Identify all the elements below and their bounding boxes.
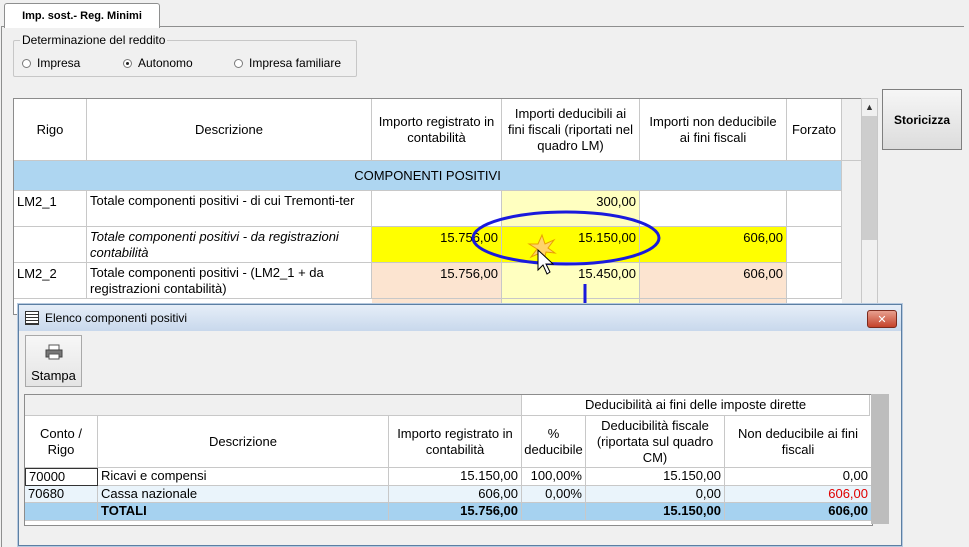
row1-rigo: LM2_1 xyxy=(14,191,87,227)
header-descrizione: Descrizione xyxy=(87,99,372,161)
header-importo: Importo registrato in contabilità xyxy=(372,99,502,161)
totals-conto xyxy=(25,503,98,521)
dheader-non-deducibile: Non deducibile ai fini fiscali xyxy=(725,416,872,468)
stampa-label: Stampa xyxy=(31,368,76,383)
drow1-non-deducibile: 0,00 xyxy=(725,468,872,486)
header-deducibili: Importi deducibili ai fini fiscali (ripo… xyxy=(502,99,640,161)
dialog-grid-scroll-area xyxy=(871,394,889,524)
row2-descrizione: Totale componenti positivi - da registra… xyxy=(87,227,372,263)
highlight-ellipse xyxy=(471,210,661,266)
drow2-conto[interactable]: 70680 xyxy=(25,486,98,503)
drow1-deducibilita: 15.150,00 xyxy=(586,468,725,486)
drow2-perc: 0,00% xyxy=(522,486,586,503)
group-header-spacer xyxy=(25,395,522,416)
drow1-perc: 100,00% xyxy=(522,468,586,486)
row1-importo[interactable] xyxy=(372,191,502,227)
scrollbar-thumb[interactable] xyxy=(862,116,877,240)
row3-non-deducibile[interactable]: 606,00 xyxy=(640,263,787,299)
drow2-deducibilita: 0,00 xyxy=(586,486,725,503)
header-rigo: Rigo xyxy=(14,99,87,161)
radio-impresa-familiare-indicator[interactable] xyxy=(234,58,243,68)
highlight-annotation xyxy=(471,210,661,275)
row2-importo[interactable]: 15.756,00 xyxy=(372,227,502,263)
row2-non-deducibile[interactable]: 606,00 xyxy=(640,227,787,263)
row3-deducibili[interactable]: 15.450,00 xyxy=(502,263,640,299)
tab-imp-sost-reg-minimi[interactable]: Imp. sost.- Reg. Minimi xyxy=(4,3,160,28)
radio-impresa[interactable]: Impresa xyxy=(22,56,80,70)
dialog-window-icon xyxy=(25,311,39,325)
radio-autonomo-indicator[interactable] xyxy=(123,58,132,68)
dialog-close-button[interactable]: ✕ xyxy=(867,310,897,328)
grid-right-gap xyxy=(842,161,862,314)
radio-impresa-indicator[interactable] xyxy=(22,58,31,68)
totals-perc xyxy=(522,503,586,521)
header-forzato: Forzato xyxy=(787,99,842,161)
row2-forzato[interactable] xyxy=(787,227,842,263)
dialog-titlebar[interactable]: Elenco componenti positivi xyxy=(19,305,901,331)
storicizza-button[interactable]: Storicizza xyxy=(882,89,962,150)
drow1-descrizione: Ricavi e compensi xyxy=(98,468,389,486)
drow2-descrizione: Cassa nazionale xyxy=(98,486,389,503)
dialog-title: Elenco componenti positivi xyxy=(45,311,188,325)
printer-icon xyxy=(45,344,62,360)
row1-descrizione: Totale componenti positivi - di cui Trem… xyxy=(87,191,372,227)
radio-autonomo-label: Autonomo xyxy=(138,56,193,70)
radio-impresa-familiare-label: Impresa familiare xyxy=(249,56,342,70)
row1-forzato[interactable] xyxy=(787,191,842,227)
section-componenti-positivi: COMPONENTI POSITIVI xyxy=(14,161,842,191)
header-filler xyxy=(842,99,862,161)
reddito-group-title: Determinazione del reddito xyxy=(20,33,168,47)
row1-non-deducibile[interactable] xyxy=(640,191,787,227)
group-header-deducibilita: Deducibilità ai fini delle imposte diret… xyxy=(522,395,870,416)
radio-impresa-familiare[interactable]: Impresa familiare xyxy=(234,56,341,70)
elenco-componenti-dialog: Elenco componenti positivi ✕ Stampa Dedu… xyxy=(18,304,902,546)
totals-label: TOTALI xyxy=(98,503,389,521)
dheader-deducibilita: Deducibilità fiscale (riportata sul quad… xyxy=(586,416,725,468)
mouse-cursor-icon xyxy=(537,248,555,275)
row2-rigo xyxy=(14,227,87,263)
totals-importo: 15.756,00 xyxy=(389,503,522,521)
scroll-up-icon[interactable]: ▲ xyxy=(865,102,874,112)
drow2-importo: 606,00 xyxy=(389,486,522,503)
header-non-deducibile: Importi non deducibile ai fini fiscali xyxy=(640,99,787,161)
row3-descrizione: Totale componenti positivi - (LM2_1 + da… xyxy=(87,263,372,299)
componenti-grid: Rigo Descrizione Importo registrato in c… xyxy=(13,98,863,315)
dheader-conto: Conto / Rigo xyxy=(25,416,98,468)
dheader-descrizione: Descrizione xyxy=(98,416,389,468)
dheader-importo: Importo registrato in contabilità xyxy=(389,416,522,468)
row3-importo[interactable]: 15.756,00 xyxy=(372,263,502,299)
row3-rigo: LM2_2 xyxy=(14,263,87,299)
totals-deducibilita: 15.150,00 xyxy=(586,503,725,521)
close-icon: ✕ xyxy=(877,313,887,326)
row3-forzato[interactable] xyxy=(787,263,842,299)
row1-deducibili[interactable]: 300,00 xyxy=(502,191,640,227)
radio-autonomo[interactable]: Autonomo xyxy=(123,56,193,70)
drow2-non-deducibile: 606,00 xyxy=(725,486,872,503)
dheader-perc: % deducibile xyxy=(522,416,586,468)
radio-impresa-label: Impresa xyxy=(37,56,81,70)
totals-non-deducibile: 606,00 xyxy=(725,503,872,521)
reddito-groupbox xyxy=(13,40,357,77)
drow1-importo: 15.150,00 xyxy=(389,468,522,486)
dialog-grid: Deducibilità ai fini delle imposte diret… xyxy=(24,394,873,526)
drow1-conto[interactable]: 70000 xyxy=(25,468,98,486)
stampa-button[interactable]: Stampa xyxy=(25,335,82,387)
